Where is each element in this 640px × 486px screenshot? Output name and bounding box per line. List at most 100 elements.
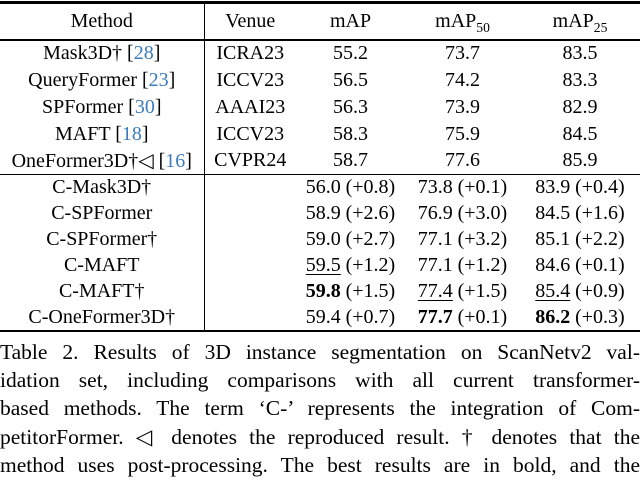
caption-line: Table 2. Results of 3D instance segmenta… [0, 339, 640, 364]
caption-line: based methods. The term ‘C-’ represents … [0, 396, 640, 421]
venue-cell [204, 253, 296, 279]
table-row: MAFT [18] ICCV23 58.3 75.9 84.5 [0, 120, 640, 148]
map-value: 59.4 [305, 305, 341, 328]
method-name: SPFormer [42, 95, 124, 118]
map25-value: 83.9 [535, 176, 571, 199]
map50-delta: (+3.2) [457, 228, 508, 250]
map50-delta: (+3.0) [457, 202, 508, 224]
table-row: C-MAFT† 59.8 (+1.5) 77.4 (+1.5) 85.4 (+0.9) [0, 278, 640, 305]
map-value: 58.9 [305, 202, 341, 224]
map25-cell: 86.2 (+0.3) [520, 305, 640, 331]
citation-link[interactable]: 16 [165, 150, 186, 173]
venue-cell [204, 227, 296, 253]
map50-cell: 77.1 (+1.2) [405, 253, 520, 279]
method-cell: C-SPFormer† [0, 226, 205, 253]
map25-delta: (+0.1) [575, 254, 625, 276]
map25-cell: 85.1 (+2.2) [520, 227, 640, 253]
map25-cell: 82.9 [562, 95, 598, 118]
map25-cell: 83.5 [562, 42, 598, 64]
map25-cell: 85.9 [562, 149, 598, 172]
map50-value: 77.1 [417, 228, 453, 250]
table-row: C-SPFormer 58.9 (+2.6) 76.9 (+3.0) 84.5 (+1… [0, 200, 640, 227]
competitorformer-methods-section: C-Mask3D† 56.0 (+0.8) 73.8 (+0.1) 83.9 (+0.… [0, 174, 640, 331]
cite-close-bracket: ] [154, 95, 162, 118]
map-cell: 59.5 (+1.2) [296, 253, 405, 279]
map50-cell: 73.9 [445, 95, 480, 118]
map25-cell: 84.5 (+1.6) [520, 201, 640, 227]
table-row: QueryFormer [23] ICCV23 56.5 74.2 83.3 [0, 66, 640, 94]
map-delta: (+0.8) [345, 176, 396, 199]
method-cell: QueryFormer [23] [0, 66, 205, 94]
map25-delta: (+0.9) [575, 280, 625, 302]
map25-value: 86.2 [535, 305, 571, 328]
method-name: Mask3D† [43, 42, 123, 64]
table-row: SPFormer [30] AAAI23 56.3 73.9 82.9 [0, 93, 640, 121]
map-cell: 56.0 (+0.8) [296, 175, 405, 201]
map50-cell: 74.2 [445, 68, 480, 91]
method-name: OneFormer3D†◁ [11, 150, 154, 173]
table-row: Mask3D† [28] ICRA23 55.2 73.7 83.5 [0, 39, 640, 67]
cite-open-bracket: [ [123, 95, 135, 118]
map50-value: 77.7 [417, 305, 453, 328]
citation-link[interactable]: 30 [134, 95, 155, 118]
method-cell: C-MAFT [0, 252, 205, 279]
map25-cell: 84.5 [562, 122, 598, 145]
table-row: C-MAFT 59.5 (+1.2) 77.1 (+1.2) 84.6 (+0.1) [0, 252, 640, 279]
map-delta: (+1.2) [345, 254, 396, 276]
header-row: Method Venue mAP mAP50 mAP25 [0, 2, 640, 40]
map50-cell: 76.9 (+3.0) [405, 201, 520, 227]
venue-cell [204, 305, 296, 331]
method-cell: MAFT [18] [0, 120, 205, 148]
map50-cell: 73.7 [445, 42, 480, 64]
citation-link[interactable]: 28 [133, 42, 154, 64]
column-header-map: mAP [329, 9, 372, 32]
cite-close-bracket: ] [153, 42, 161, 64]
map-cell: 59.4 (+0.7) [296, 305, 405, 331]
column-header-method: Method [0, 2, 205, 40]
map25-delta: (+1.6) [575, 202, 625, 224]
map-cell: 58.3 [333, 122, 368, 145]
cite-close-bracket: ] [168, 68, 176, 91]
method-name: QueryFormer [28, 68, 137, 91]
map-value: 56.0 [305, 176, 341, 199]
map25-value: 84.5 [535, 202, 571, 224]
map50-subscript: 50 [476, 19, 490, 35]
caption-line: method uses post-processing. The best re… [0, 453, 640, 478]
map25-delta: (+2.2) [575, 228, 625, 250]
map-value: 59.0 [305, 228, 341, 250]
method-cell: C-SPFormer [0, 200, 205, 227]
map-delta: (+1.5) [345, 280, 396, 302]
map-cell: 58.7 [333, 149, 368, 172]
map-cell: 55.2 [333, 42, 368, 64]
citation-link[interactable]: 18 [121, 122, 142, 145]
caption-line: idation set, including comparisons with … [0, 367, 640, 392]
map50-cell: 75.9 [445, 122, 480, 145]
results-table: Method Venue mAP mAP50 mAP25 Mask3D† [28… [0, 1, 640, 332]
map50-delta: (+0.1) [457, 176, 508, 199]
column-header-venue: Venue [225, 9, 276, 32]
map-delta: (+0.7) [345, 305, 396, 328]
venue-cell: CVPR24 [214, 149, 287, 172]
map-cell: 56.3 [333, 95, 368, 118]
map25-cell: 85.4 (+0.9) [520, 279, 640, 305]
map50-value: 77.1 [417, 254, 453, 276]
map-cell: 58.9 (+2.6) [296, 201, 405, 227]
table-row: OneFormer3D†◁ [16] CVPR24 58.7 77.6 85.9 [0, 147, 640, 175]
cite-open-bracket: [ [153, 150, 166, 173]
cite-open-bracket: [ [122, 42, 134, 64]
map50-value: 73.8 [417, 176, 453, 199]
map25-delta: (+0.3) [575, 305, 625, 328]
map25-value: 85.4 [535, 280, 571, 302]
citation-link[interactable]: 23 [148, 68, 169, 91]
map-value: 59.8 [305, 280, 341, 302]
cite-close-bracket: ] [141, 122, 149, 145]
map50-cell: 77.6 [445, 149, 480, 172]
map-cell: 59.8 (+1.5) [296, 279, 405, 305]
venue-cell: ICCV23 [216, 122, 285, 145]
map-delta: (+2.6) [345, 202, 396, 224]
map50-value: 77.4 [417, 280, 453, 302]
method-cell: C-Mask3D† [0, 174, 205, 201]
cite-close-bracket: ] [185, 150, 192, 173]
method-cell: C-MAFT† [0, 278, 205, 305]
